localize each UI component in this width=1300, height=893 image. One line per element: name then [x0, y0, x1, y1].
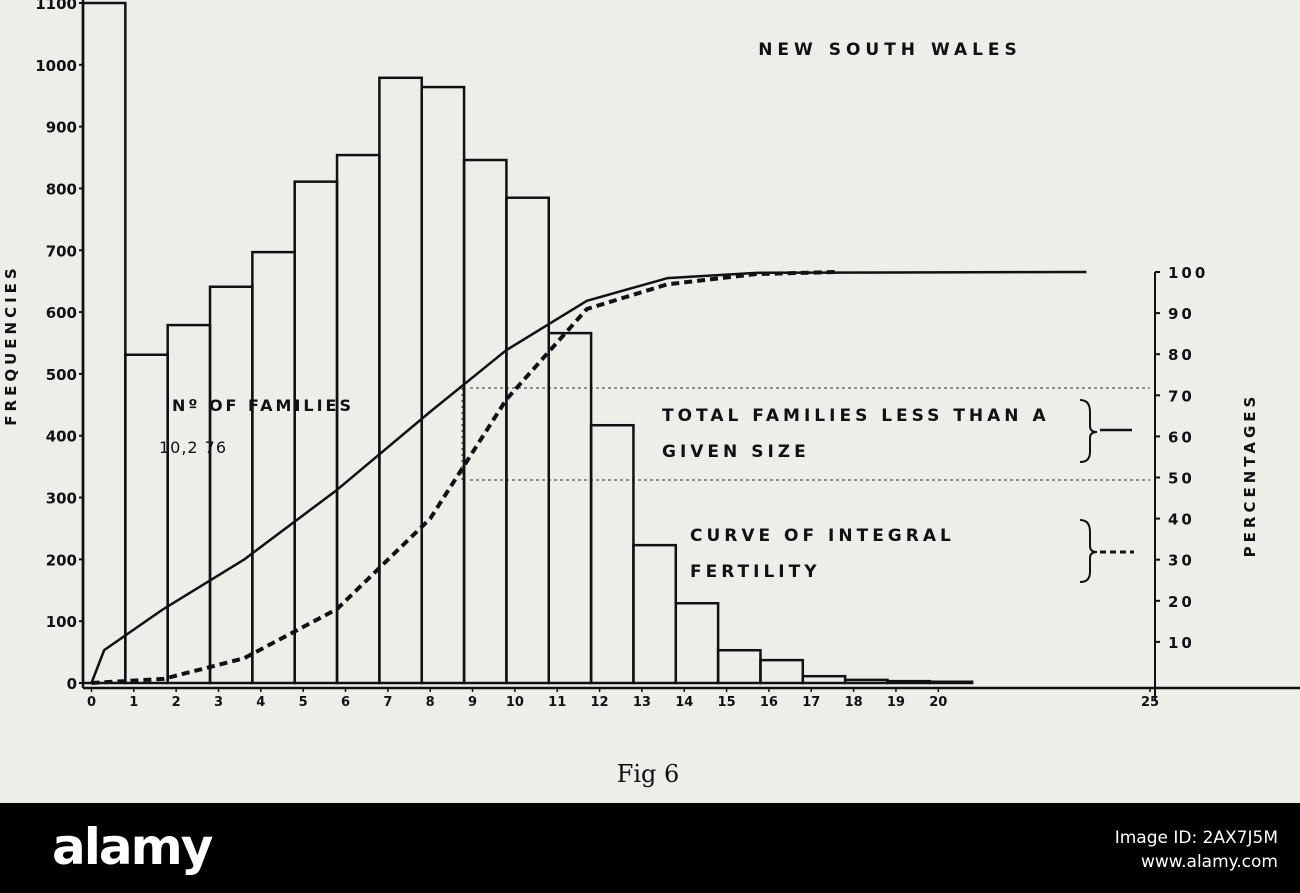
y-tick-label: 900	[46, 119, 77, 137]
chart-title: NEW SOUTH WALES	[758, 40, 1022, 60]
bar	[928, 680, 974, 685]
x-tick-label: 0	[87, 695, 96, 710]
bar	[547, 331, 593, 685]
y2-tick-label: 30	[1168, 552, 1195, 570]
y2-tick-label: 50	[1168, 470, 1195, 488]
x-tick-label: 25	[1141, 695, 1159, 710]
x-tick-label: 16	[760, 695, 778, 710]
x-tick-label: 1	[129, 695, 138, 710]
y-tick-label: 400	[46, 428, 77, 446]
annotation: Nº OF FAMILIES	[171, 396, 355, 415]
legend-brace	[1079, 519, 1098, 583]
bar	[505, 196, 551, 685]
y-axis-label: FREQUENCIES	[2, 264, 20, 425]
bar	[166, 323, 212, 685]
y-tick-label: 1100	[35, 0, 77, 13]
x-tick-label: 12	[591, 695, 609, 710]
watermark-url: www.alamy.com	[1140, 852, 1278, 872]
x-tick-label: 13	[633, 695, 651, 710]
bar	[81, 1, 127, 685]
x-tick-label: 5	[299, 695, 308, 710]
y2-tick-label: 60	[1168, 428, 1195, 446]
x-tick-label: 11	[548, 695, 566, 710]
y2-tick-label: 10	[1168, 634, 1195, 652]
y2-tick-label: 100	[1168, 264, 1208, 282]
y-tick-label: 500	[46, 366, 77, 384]
bar	[208, 285, 254, 685]
bar	[632, 543, 678, 685]
x-tick-label: 6	[341, 695, 350, 710]
x-tick-label: 3	[214, 695, 223, 710]
x-tick-label: 2	[172, 695, 181, 710]
bar	[886, 679, 932, 685]
watermark-id: Image ID: 2AX7J5M	[1114, 828, 1278, 848]
y2-tick-label: 20	[1168, 593, 1195, 611]
y-tick-label: 1000	[35, 57, 77, 75]
y2-tick-label: 40	[1168, 511, 1195, 529]
bar	[759, 658, 805, 685]
y-tick-label: 600	[46, 304, 77, 322]
y2-tick-label: 80	[1168, 346, 1195, 364]
bar	[716, 648, 762, 685]
x-tick-label: 14	[675, 695, 693, 710]
legend-entry: TOTAL FAMILIES LESS THAN A GIVEN SIZE	[662, 406, 1050, 462]
y-tick-label: 700	[46, 242, 77, 260]
bar	[801, 674, 847, 685]
y-tick-label: 800	[46, 180, 77, 198]
curve-solid	[90, 270, 1087, 684]
x-tick-label: 10	[506, 695, 524, 710]
chart: NEW SOUTH WALES Fig 6 FREQUENCIES PERCEN…	[2, 0, 1300, 788]
x-tick-label: 19	[887, 695, 905, 710]
bar	[293, 180, 339, 685]
x-tick-label: 4	[256, 695, 265, 710]
annotation: 10,2 76	[158, 438, 228, 457]
caption: Fig 6	[617, 760, 680, 788]
curve-dashed	[91, 270, 837, 685]
x-tick-label: 18	[845, 695, 863, 710]
bar	[251, 250, 296, 685]
bar	[335, 153, 381, 685]
watermark-brand: alamy	[52, 818, 213, 876]
legend-entry: CURVE OF INTEGRAL FERTILITY	[690, 526, 955, 582]
x-tick-label: 7	[383, 695, 392, 710]
figure: NEW SOUTH WALES Fig 6 FREQUENCIES PERCEN…	[0, 0, 1300, 803]
legend-brace	[1079, 399, 1098, 463]
bar	[378, 76, 423, 685]
bar	[462, 158, 508, 685]
x-tick-label: 20	[929, 695, 947, 710]
bar	[589, 423, 635, 685]
y-tick-label: 100	[46, 613, 77, 631]
y2-axis-label: PERCENTAGES	[1241, 393, 1259, 558]
x-tick-label: 8	[426, 695, 435, 710]
bar	[420, 85, 466, 685]
y2-tick-label: 90	[1168, 305, 1195, 323]
y-tick-label: 200	[46, 551, 77, 569]
y2-tick-label: 70	[1168, 387, 1195, 405]
bar	[674, 602, 720, 685]
x-tick-label: 17	[802, 695, 820, 710]
x-tick-label: 9	[468, 695, 477, 710]
y-tick-label: 300	[46, 490, 77, 508]
y-tick-label: 0	[67, 675, 77, 693]
bar	[843, 678, 889, 685]
x-tick-label: 15	[718, 695, 736, 710]
